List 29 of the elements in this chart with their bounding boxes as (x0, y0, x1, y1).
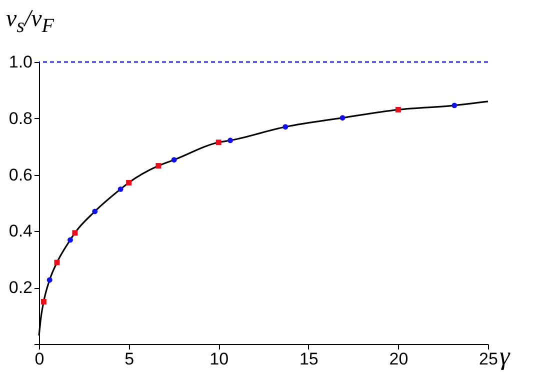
x-tick-label: 25 (479, 350, 498, 368)
point (54, 260, 60, 266)
point (452, 102, 458, 108)
point (228, 138, 234, 144)
point (40, 298, 46, 304)
x-tick-label: 10 (210, 350, 229, 368)
y-tick-label: 0.6 (8, 165, 32, 184)
point (68, 237, 73, 243)
y-tick-label: 1.0 (8, 52, 32, 72)
x-tick-label: 15 (299, 350, 318, 368)
y-axis-title: v$_{s}$/v$_{F}$ (6, 6, 54, 38)
y-tick-label: 0.8 (8, 108, 32, 128)
point (118, 186, 124, 192)
point (395, 106, 401, 112)
point (282, 124, 288, 130)
point (46, 277, 52, 283)
point (126, 180, 132, 186)
point (216, 140, 222, 146)
x-tick-label: 0 (34, 350, 44, 368)
x-tick-label: 5 (124, 350, 134, 368)
y-tick-label: 0.4 (8, 222, 32, 241)
x-axis-title: γ (500, 342, 510, 370)
point (171, 157, 177, 163)
point (340, 115, 346, 121)
y-tick-label: 0.2 (8, 278, 32, 298)
x-tick-label: 20 (389, 350, 408, 368)
point (72, 230, 78, 236)
point (156, 163, 162, 169)
point (92, 208, 98, 214)
